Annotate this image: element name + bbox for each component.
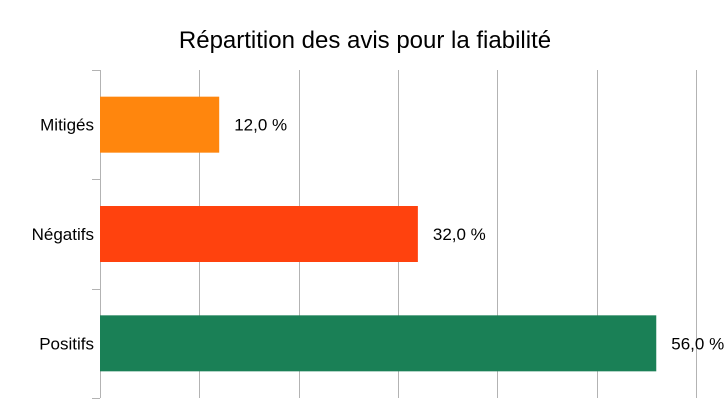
category-label: Négatifs xyxy=(32,225,94,244)
category-label: Mitigés xyxy=(40,116,94,135)
category-labels: Mitigés Négatifs Positifs xyxy=(32,116,94,354)
value-label: 56,0 % xyxy=(671,334,724,353)
bar-1 xyxy=(100,96,220,153)
chart-title: Répartition des avis pour la fiabilité xyxy=(179,27,551,54)
value-label: 32,0 % xyxy=(433,225,486,244)
bar-2 xyxy=(100,206,418,262)
category-label: Positifs xyxy=(39,334,94,353)
value-label: 12,0 % xyxy=(234,116,287,135)
bars xyxy=(100,96,657,372)
value-labels: 12,0 % 32,0 % 56,0 % xyxy=(234,116,724,354)
bar-3 xyxy=(100,315,657,372)
